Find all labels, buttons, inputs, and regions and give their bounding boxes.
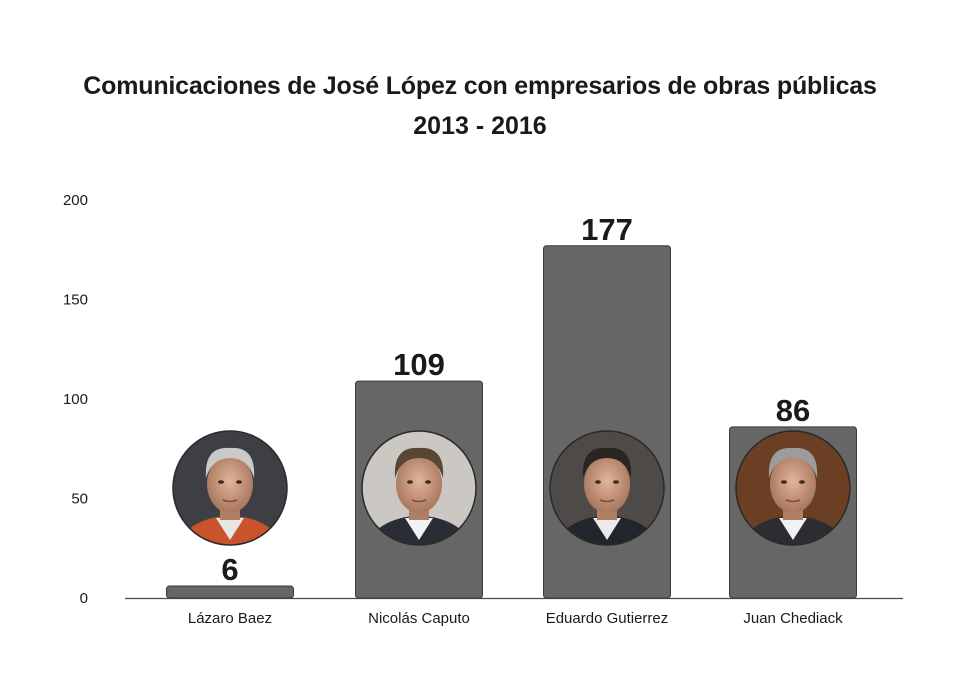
y-tick-label: 50 bbox=[71, 491, 88, 508]
data-label: 6 bbox=[221, 552, 238, 587]
data-label: 86 bbox=[776, 393, 810, 428]
category-label: Nicolás Caputo bbox=[368, 610, 470, 627]
portrait-frame bbox=[361, 430, 477, 546]
y-tick-label: 100 bbox=[63, 391, 88, 408]
portrait-lazaro-baez bbox=[173, 431, 287, 545]
portrait-frame bbox=[549, 430, 665, 546]
data-label: 177 bbox=[581, 212, 633, 247]
bar bbox=[166, 585, 294, 599]
portrait-nicolas-caputo bbox=[362, 431, 476, 545]
category-label: Juan Chediack bbox=[743, 610, 843, 627]
chart-title: Comunicaciones de José López con empresa… bbox=[83, 72, 877, 100]
portrait-frame bbox=[172, 430, 288, 546]
portrait-frame bbox=[735, 430, 851, 546]
portrait-eduardo-gutierrez bbox=[550, 431, 664, 545]
chart-subtitle: 2013 - 2016 bbox=[413, 112, 547, 140]
portrait-juan-chediack bbox=[736, 431, 850, 545]
data-label: 109 bbox=[393, 347, 445, 382]
category-label: Eduardo Gutierrez bbox=[546, 610, 669, 627]
y-tick-label: 0 bbox=[80, 590, 88, 607]
category-label: Lázaro Baez bbox=[188, 610, 272, 627]
y-tick-label: 200 bbox=[63, 192, 88, 209]
y-tick-label: 150 bbox=[63, 292, 88, 309]
